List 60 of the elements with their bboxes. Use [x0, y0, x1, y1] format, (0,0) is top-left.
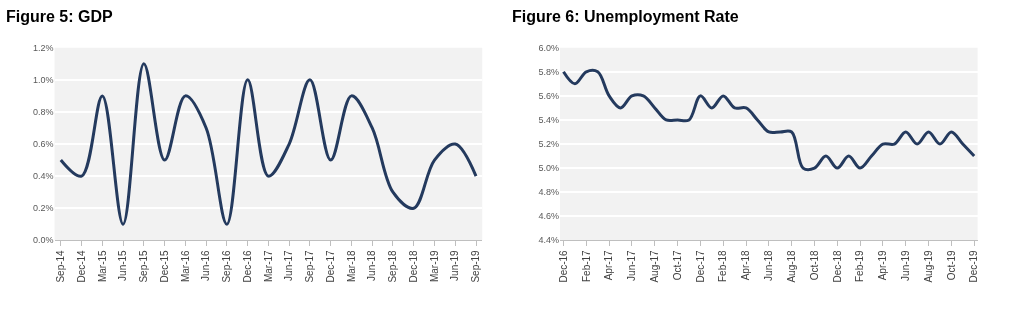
- x-tick-label: Jun-18: [366, 249, 378, 281]
- line-series: [561, 69, 976, 171]
- x-tick-label: Mar-17: [262, 249, 274, 283]
- x-tick-label: Sep-17: [304, 249, 316, 283]
- x-tick-label: Sep-19: [470, 249, 482, 283]
- x-tick-label: Apr-17: [603, 249, 615, 281]
- y-tick-label: 1.2%: [33, 42, 54, 53]
- y-tick-label: 5.2%: [538, 139, 560, 150]
- y-tick-label: 0.4%: [33, 171, 54, 182]
- y-tick-label: 5.6%: [538, 91, 560, 102]
- x-tick-label: Jun-15: [117, 249, 129, 281]
- y-tick-label: 0.0%: [33, 235, 54, 246]
- y-tick-label: 0.8%: [33, 107, 54, 118]
- x-tick-label: Dec-15: [158, 249, 170, 283]
- y-tick-label: 5.4%: [538, 115, 560, 126]
- x-tick-label: Jun-16: [200, 249, 212, 281]
- x-tick-label: Aug-19: [922, 249, 934, 283]
- y-tick-label: 4.4%: [538, 235, 560, 246]
- x-tick-label: Sep-18: [387, 249, 399, 283]
- x-tick-label: Aug-17: [649, 249, 661, 283]
- x-tick-label: Apr-18: [740, 249, 752, 281]
- x-tick-label: Dec-16: [241, 249, 253, 283]
- x-tick-label: Dec-14: [75, 249, 87, 283]
- x-tick-label: Mar-19: [428, 249, 440, 283]
- x-tick-label: Dec-17: [324, 249, 336, 283]
- line-series: [59, 62, 478, 226]
- x-tick-label: Oct-18: [808, 249, 820, 281]
- x-tick-label: Dec-16: [557, 249, 569, 283]
- x-tick-label: Apr-19: [877, 249, 889, 281]
- x-tick-label: Dec-19: [968, 249, 980, 283]
- x-tick-label: Sep-16: [221, 249, 233, 283]
- x-tick-label: Mar-18: [345, 249, 357, 283]
- x-tick-label: Jun-19: [899, 249, 911, 281]
- x-tick-label: Feb-19: [854, 249, 866, 283]
- x-tick-label: Jun-19: [449, 249, 461, 281]
- x-tick-label: Oct-17: [671, 249, 683, 281]
- x-tick-label: Feb-18: [717, 249, 729, 283]
- chart-title: Figure 6: Unemployment Rate: [512, 8, 739, 25]
- x-tick-label: Feb-17: [580, 249, 592, 283]
- y-tick-label: 1.0%: [33, 74, 54, 85]
- x-tick-label: Jun-17: [283, 249, 295, 281]
- x-tick-label: Jun-18: [763, 249, 775, 281]
- x-tick-label: Mar-16: [179, 249, 191, 283]
- x-tick-label: Jun-17: [626, 249, 638, 281]
- y-tick-label: 4.8%: [538, 187, 560, 198]
- y-tick-label: 0.6%: [33, 139, 54, 150]
- y-tick-label: 5.8%: [538, 66, 560, 77]
- x-tick-label: Sep-15: [138, 249, 150, 283]
- chart-title: Figure 5: GDP: [6, 8, 114, 25]
- x-tick-label: Mar-15: [96, 249, 108, 283]
- x-tick-label: Dec-18: [407, 249, 419, 283]
- x-tick-label: Sep-14: [55, 249, 67, 283]
- x-tick-label: Dec-18: [831, 249, 843, 283]
- x-tick-label: Oct-19: [945, 249, 957, 281]
- y-tick-label: 6.0%: [538, 42, 560, 53]
- y-tick-label: 4.6%: [538, 211, 560, 222]
- x-tick-label: Dec-17: [694, 249, 706, 283]
- y-tick-label: 0.2%: [33, 203, 54, 214]
- x-tick-label: Aug-18: [785, 249, 797, 283]
- y-tick-label: 5.0%: [538, 163, 560, 174]
